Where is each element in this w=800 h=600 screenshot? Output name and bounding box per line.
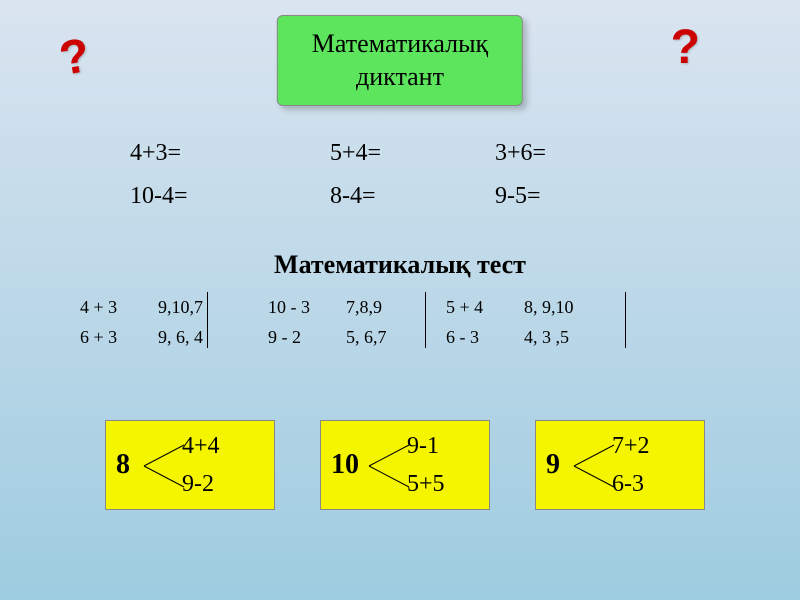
card-2-big: 10 [331, 449, 369, 481]
t-r1-a3: 8, 9,10 [524, 297, 604, 318]
t-r1-a1: 9,10,7 [158, 297, 228, 318]
t-r1-q1: 4 + 3 [80, 297, 150, 318]
test-table: 4 + 3 9,10,7 10 - 3 7,8,9 5 + 4 8, 9,10 … [80, 292, 604, 352]
eq-2-3: 9-5= [495, 183, 635, 210]
test-row-2: 6 + 3 9, 6, 4 9 - 2 5, 6,7 6 - 3 4, 3 ,5 [80, 322, 604, 352]
card-3: 9 7+2 6-3 [535, 420, 705, 510]
t-r2-a1: 9, 6, 4 [158, 327, 228, 348]
card-2-top: 9-1 [407, 427, 445, 465]
title-line-2: диктант [312, 61, 488, 94]
equations-block: 4+3= 5+4= 3+6= 10-4= 8-4= 9-5= [130, 140, 635, 226]
equation-row-1: 4+3= 5+4= 3+6= [130, 140, 635, 167]
card-3-top: 7+2 [612, 427, 650, 465]
card-1-big: 8 [116, 449, 144, 481]
t-r2-q1: 6 + 3 [80, 327, 150, 348]
t-r1-a2: 7,8,9 [346, 297, 406, 318]
question-mark-right-icon: ? [671, 20, 700, 75]
title-box: Математикалық диктант [277, 15, 523, 106]
test-row-1: 4 + 3 9,10,7 10 - 3 7,8,9 5 + 4 8, 9,10 [80, 292, 604, 322]
card-2: 10 9-1 5+5 [320, 420, 490, 510]
card-1-bot: 9-2 [182, 465, 220, 503]
test-title: Математикалық тест [274, 250, 526, 280]
card-3-big: 9 [546, 449, 574, 481]
eq-1-3: 3+6= [495, 140, 635, 167]
t-r1-q3: 5 + 4 [446, 297, 516, 318]
equation-row-2: 10-4= 8-4= 9-5= [130, 183, 635, 210]
card-1: 8 4+4 9-2 [105, 420, 275, 510]
card-3-bot: 6-3 [612, 465, 650, 503]
title-line-1: Математикалық [312, 28, 488, 61]
t-r2-a3: 4, 3 ,5 [524, 327, 604, 348]
t-r2-q3: 6 - 3 [446, 327, 516, 348]
t-r2-q2: 9 - 2 [268, 327, 338, 348]
card-1-top: 4+4 [182, 427, 220, 465]
question-mark-left-icon: ? [55, 28, 93, 87]
eq-2-2: 8-4= [330, 183, 495, 210]
eq-1-2: 5+4= [330, 140, 495, 167]
t-r1-q2: 10 - 3 [268, 297, 338, 318]
t-r2-a2: 5, 6,7 [346, 327, 406, 348]
eq-1-1: 4+3= [130, 140, 330, 167]
eq-2-1: 10-4= [130, 183, 330, 210]
card-2-bot: 5+5 [407, 465, 445, 503]
